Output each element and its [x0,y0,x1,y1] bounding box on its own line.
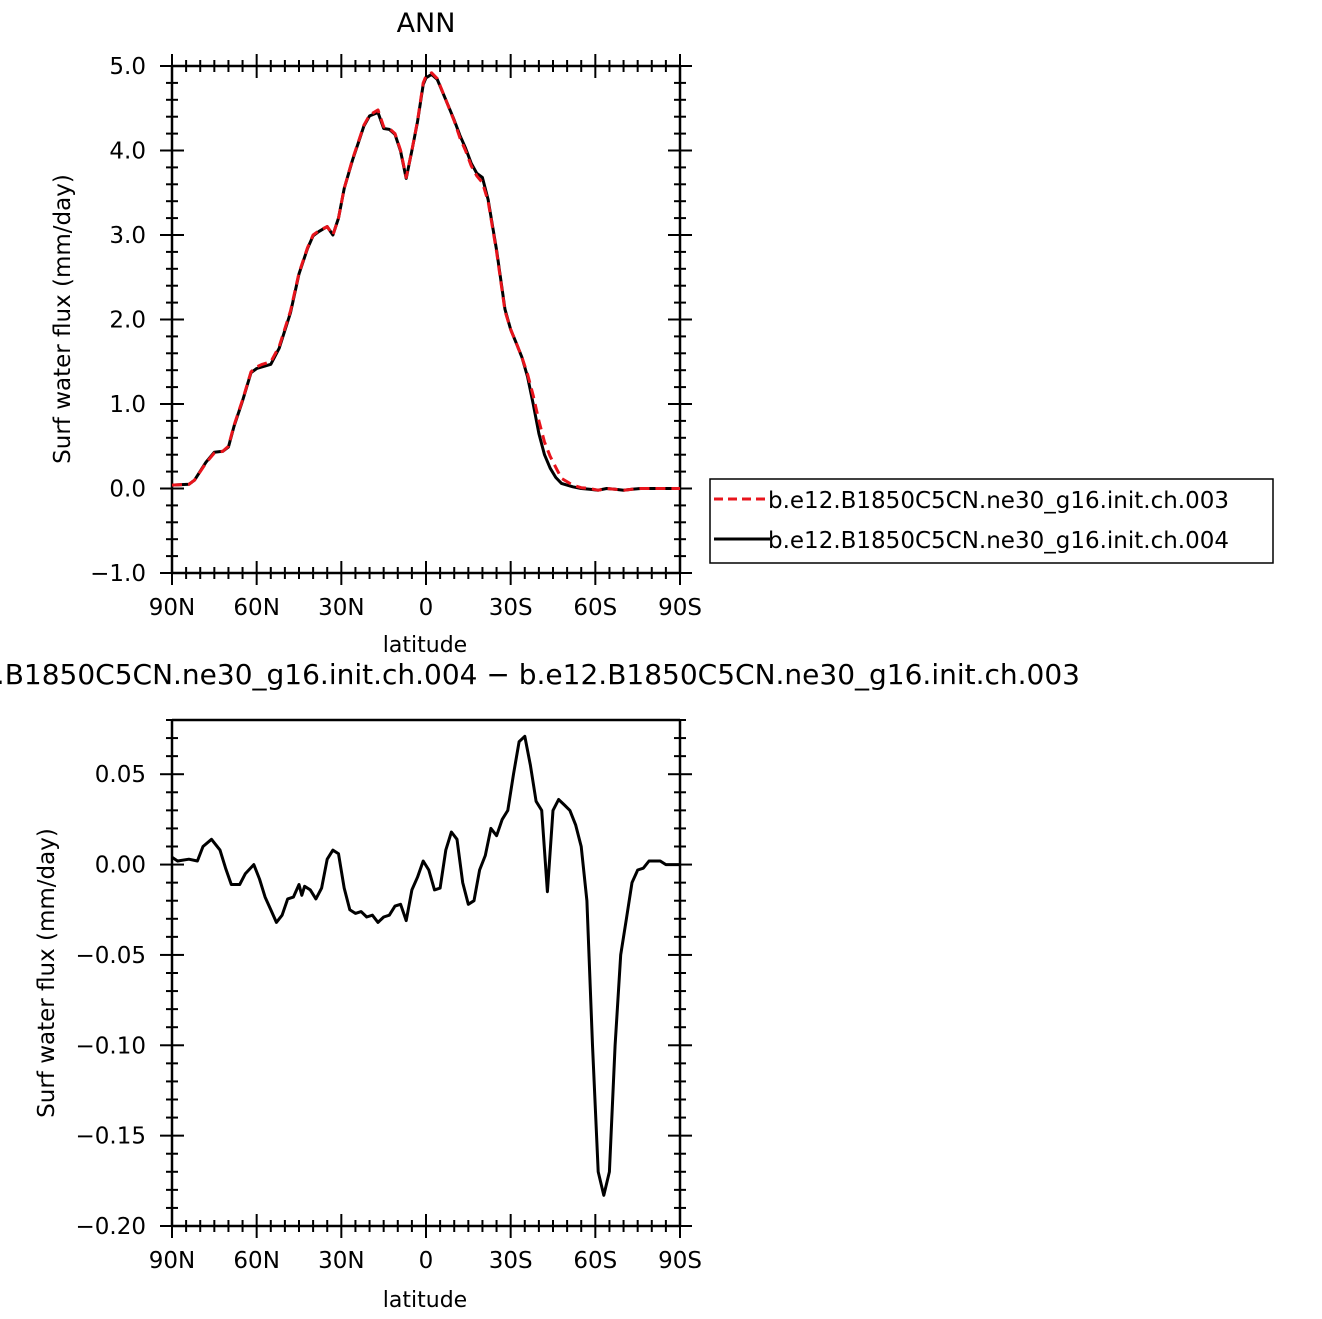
bottom-chart-xtick-label: 90S [658,1248,702,1274]
bottom-chart-xlabel: latitude [383,1288,467,1313]
top-chart-xtick-label: 30S [489,595,533,621]
bottom-chart-ytick-label: 0.00 [95,853,146,879]
chart-legend: b.e12.B1850C5CN.ne30_g16.init.ch.003 b.e… [709,478,1274,564]
top-chart-ytick-label: 2.0 [109,308,146,334]
bottom-chart-xtick-label: 30N [318,1248,364,1274]
bottom-chart-xtick-label: 60N [233,1248,279,1274]
top-chart-xtick-label: 60S [573,595,617,621]
top-chart: 90N 60N 30N 0 30S 60S 90S 5.0 4.0 3.0 2.0 1.0 0.0 −1.… [90,54,702,621]
top-chart-ytick-label: 1.0 [109,392,146,418]
top-chart-xtick-label: 90N [149,595,195,621]
top-chart-series-line-1 [171,72,680,492]
bottom-chart-ytick-label: 0.05 [95,762,146,788]
legend-box [709,478,1274,564]
top-chart-series-line-0 [171,71,680,492]
bottom-chart-xtick-label: 60S [573,1248,617,1274]
bottom-chart-series-line-0 [171,734,680,1197]
top-chart-ytick-label: 5.0 [109,54,146,80]
bottom-chart-xtick-label: 90N [149,1248,195,1274]
bottom-chart-xtick-label: 30S [489,1248,533,1274]
top-chart-ytick-label: 0.0 [109,477,146,503]
top-chart-xlabel: latitude [383,633,467,658]
bottom-chart: 90N 60N 30N 0 30S 60S 90S 0.05 0.00 −0.05 −0.10 −0.… [76,718,702,1274]
top-chart-ytick-label: −1.0 [90,561,146,587]
legend-label-003: b.e12.B1850C5CN.ne30_g16.init.ch.003 [768,488,1229,514]
bottom-chart-xtick-label: 0 [419,1248,434,1274]
bottom-chart-ytick-label: −0.05 [76,943,146,969]
bottom-chart-ytick-label: −0.20 [76,1214,146,1240]
bottom-chart-title: b.e12.B1850C5CN.ne30_g16.init.ch.004 − b… [0,658,1080,691]
top-chart-ylabel: Surf water flux (mm/day) [50,174,76,464]
top-chart-xtick-label: 90S [658,595,702,621]
top-chart-ytick-label: 4.0 [109,139,146,165]
top-chart-ytick-label: 3.0 [109,223,146,249]
top-chart-xtick-label: 30N [318,595,364,621]
bottom-chart-ytick-label: −0.15 [76,1124,146,1150]
top-chart-xtick-label: 0 [419,595,434,621]
legend-label-004: b.e12.B1850C5CN.ne30_g16.init.ch.004 [768,528,1229,554]
top-chart-title: ANN [397,8,456,39]
top-chart-xtick-label: 60N [233,595,279,621]
bottom-chart-ytick-label: −0.10 [76,1033,146,1059]
bottom-chart-ylabel: Surf water flux (mm/day) [34,828,60,1118]
